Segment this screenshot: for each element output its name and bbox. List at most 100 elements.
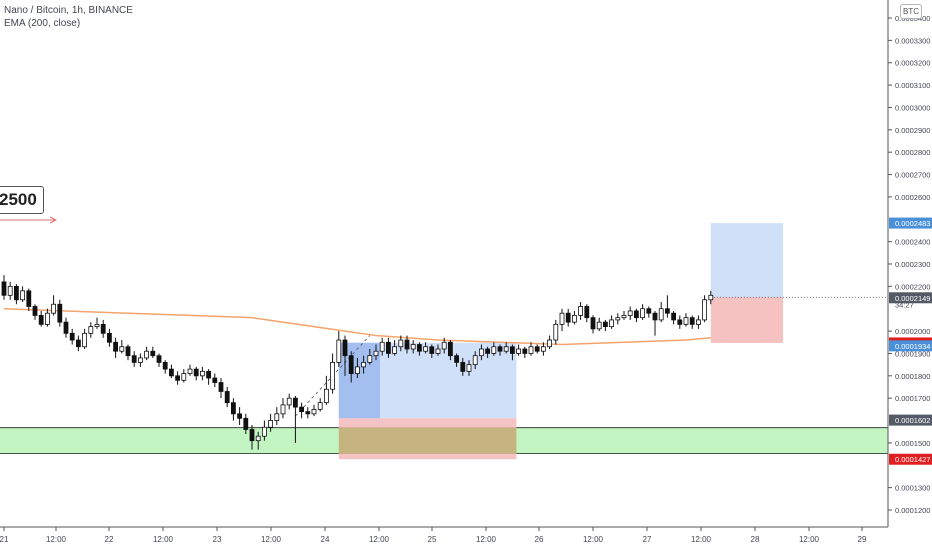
candle-down <box>299 406 305 412</box>
price-tag-label: 0.0001602 <box>895 416 930 425</box>
candle-down <box>509 346 515 354</box>
ema-200-line <box>3 307 711 346</box>
zone-stop <box>710 297 783 343</box>
candle-down <box>534 346 540 352</box>
candle-down <box>429 346 435 354</box>
candle-up <box>423 346 429 352</box>
candle-up <box>478 348 484 357</box>
y-tick-label: 0.0001800 <box>895 372 930 381</box>
candle-up <box>379 341 385 352</box>
candle-up <box>528 346 534 354</box>
candle-down <box>162 361 168 370</box>
candle-down <box>237 413 243 419</box>
candle-down <box>292 397 298 408</box>
x-tick-label: 12:00 <box>369 535 390 544</box>
candle-down <box>156 355 162 363</box>
candle-down <box>416 344 422 352</box>
candle-up <box>88 326 94 334</box>
x-tick-label: 29 <box>858 535 867 544</box>
y-tick-label: 0.0003000 <box>895 103 930 112</box>
ema-layer <box>3 307 711 346</box>
y-tick-label: 0.0002300 <box>895 260 930 269</box>
y-tick-label: 0.0003300 <box>895 36 930 45</box>
candle-up <box>547 339 552 348</box>
y-tick-label: 0.0003200 <box>895 59 930 68</box>
candle-down <box>218 382 224 392</box>
x-tick-label: 23 <box>213 535 222 544</box>
candle-down <box>689 317 695 325</box>
position-size-label[interactable]: 2500 <box>0 186 44 214</box>
candle-down <box>243 417 249 430</box>
candle-up <box>541 346 546 352</box>
candle-down <box>107 332 112 343</box>
y-tick-label: 0.0001500 <box>895 439 930 448</box>
candle-down <box>497 346 503 352</box>
candle-down <box>57 303 63 323</box>
candle-up <box>392 346 398 354</box>
candle-down <box>447 341 453 357</box>
candle-up <box>336 339 342 363</box>
candle-down <box>454 355 460 363</box>
candle-up <box>181 373 187 381</box>
x-tick-label: 12:00 <box>799 535 820 544</box>
price-tag-label: 0.0001427 <box>895 455 930 464</box>
candle-up <box>144 350 150 359</box>
candle-up <box>7 285 13 296</box>
candle-down <box>665 308 670 314</box>
currency-button[interactable]: BTC <box>900 4 922 19</box>
candle-up <box>20 290 26 301</box>
candle-down <box>69 332 75 341</box>
candle-up <box>323 388 329 404</box>
x-tick-label: 27 <box>643 535 652 544</box>
candle-down <box>212 377 218 383</box>
candle-down <box>677 319 683 325</box>
candle-down <box>113 341 118 352</box>
candle-up <box>708 294 714 301</box>
candle-down <box>76 339 81 348</box>
x-tick-label: 12:00 <box>46 535 67 544</box>
candle-up <box>199 370 205 377</box>
y-tick-label: 0.0002200 <box>895 282 930 291</box>
candle-down <box>38 315 44 325</box>
candle-down <box>150 350 156 357</box>
candle-up <box>82 332 87 348</box>
candle-down <box>590 317 596 330</box>
candle-up <box>187 368 193 374</box>
candle-up <box>311 408 317 415</box>
candle-down <box>460 361 466 372</box>
candle-up <box>274 413 280 421</box>
candle-down <box>522 348 528 354</box>
candle-up <box>553 323 559 341</box>
candle-up <box>578 306 583 316</box>
candle-up <box>621 315 627 319</box>
y-tick-label: 0.0002900 <box>895 126 930 135</box>
candle-up <box>441 341 447 350</box>
candle-down <box>32 306 38 316</box>
x-tick-label: 12:00 <box>691 535 712 544</box>
candle-down <box>646 308 652 314</box>
candle-down <box>385 341 391 354</box>
candle-up <box>45 312 50 325</box>
candle-down <box>193 368 199 377</box>
price-tag-bg <box>889 340 932 352</box>
price-tag-label: 0.0002149 <box>895 294 930 303</box>
zone-overlap <box>338 427 517 454</box>
candle-up <box>255 435 261 442</box>
candle-up <box>373 350 379 357</box>
candle-down <box>652 312 658 321</box>
candle-up <box>268 420 274 428</box>
candle-up <box>627 310 633 316</box>
candle-up <box>137 357 143 363</box>
candle-down <box>485 348 491 354</box>
candle-down <box>100 323 106 334</box>
candle-up <box>354 366 360 374</box>
y-tick-label: 0.0002700 <box>895 171 930 180</box>
candle-down <box>584 306 590 319</box>
candles-layer <box>1 275 714 450</box>
candle-up <box>559 312 565 325</box>
candle-down <box>305 411 311 415</box>
y-tick-label: 0.0002400 <box>895 238 930 247</box>
price-tag-bg <box>889 414 932 426</box>
